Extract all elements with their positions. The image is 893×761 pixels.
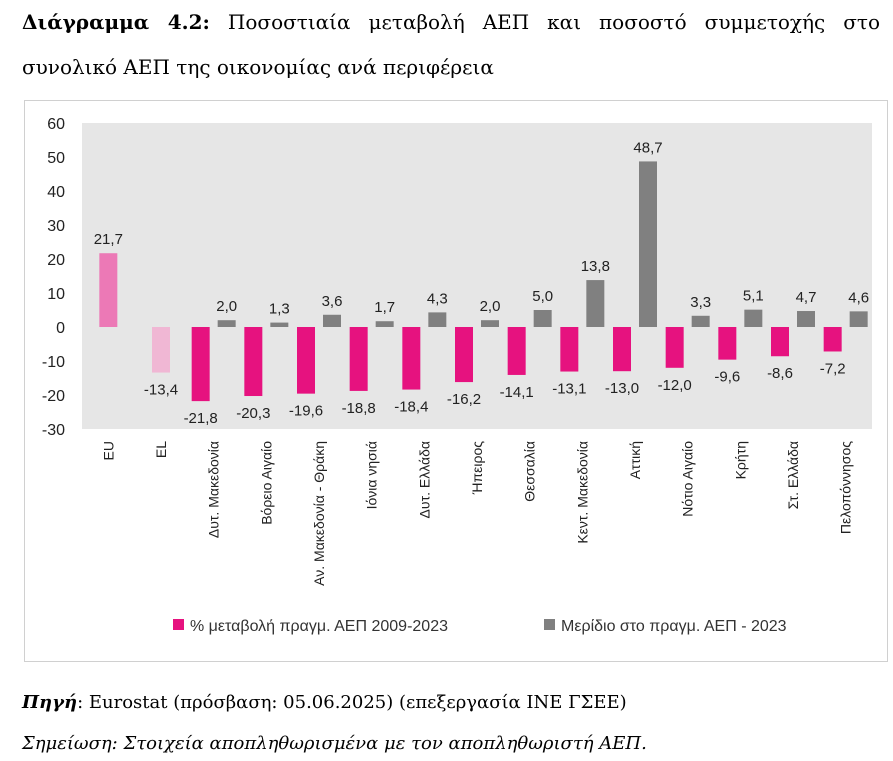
- data-label-gdp-change: -18,8: [342, 400, 376, 417]
- source-line: Πηγή: Eurostat (πρόσβαση: 05.06.2025) (ε…: [22, 692, 627, 713]
- bar-gdp-share: [691, 315, 710, 327]
- chart-frame: 60 50 40 30 20 10 0 -10 -20 -30 21,7 EU -13,4 EL -21,8…: [24, 100, 888, 662]
- legend-swatch-gdp-change: [173, 619, 184, 630]
- x-category-label: Νότιο Αιγαίο: [680, 441, 696, 517]
- source-label: Πηγή: [22, 692, 78, 713]
- data-label-gdp-change: 21,7: [94, 231, 123, 248]
- x-category-label: Αττική: [627, 441, 643, 479]
- x-category-label: Ιόνια νησιά: [364, 441, 380, 509]
- data-label-gdp-change: -9,6: [714, 369, 740, 386]
- bar-gdp-share: [639, 161, 657, 327]
- x-category-label: Δυτ. Ελλάδα: [416, 441, 432, 518]
- data-label-gdp-share: 5,0: [532, 288, 553, 305]
- data-label-gdp-share: 2,0: [480, 298, 501, 315]
- data-label-gdp-change: -8,6: [767, 365, 793, 382]
- data-label-gdp-share: 3,6: [322, 293, 343, 310]
- bar-gdp-change: [455, 327, 473, 383]
- bar-gdp-share: [323, 314, 341, 327]
- data-label-gdp-share: 4,6: [848, 289, 869, 306]
- y-tick-label: 60: [47, 116, 65, 133]
- y-tick-label: -20: [42, 388, 65, 405]
- y-tick-label: 50: [47, 150, 65, 167]
- data-label-gdp-share: 2,0: [216, 298, 237, 315]
- data-label-gdp-share: 1,3: [269, 301, 290, 318]
- data-label-gdp-share: 5,1: [743, 288, 764, 305]
- bar-gdp-change: [507, 327, 526, 375]
- y-tick-label: 20: [47, 252, 65, 269]
- bar-gdp-share: [849, 311, 868, 327]
- bar-gdp-share: [428, 312, 447, 327]
- figure-caption-label: Διάγραμμα 4.2:: [22, 10, 210, 34]
- data-label-gdp-share: 4,7: [796, 289, 817, 306]
- x-category-label: Κρήτη: [732, 441, 748, 479]
- bar-gdp-change: [718, 327, 737, 360]
- x-category-label: Θεσσαλία: [522, 441, 538, 502]
- x-category-label: Δυτ. Μακεδονία: [206, 441, 222, 538]
- data-label-gdp-change: -19,6: [289, 403, 323, 420]
- data-label-gdp-change: -13,4: [144, 382, 178, 399]
- bar-gdp-change: [665, 327, 684, 368]
- bar-gdp-share: [375, 321, 394, 327]
- y-tick-label: 10: [47, 286, 65, 303]
- note-line: Σημείωση: Στοιχεία αποπληθωρισμένα με το…: [22, 733, 647, 754]
- bar-gdp-share: [533, 310, 552, 327]
- legend-label-gdp-change: % μεταβολή πραγμ. ΑΕΠ 2009-2023: [190, 618, 448, 635]
- y-tick-label: 40: [47, 184, 65, 201]
- y-tick-label: -10: [42, 354, 65, 371]
- data-label-gdp-change: -13,0: [605, 380, 639, 397]
- data-label-gdp-change: -16,2: [447, 391, 481, 408]
- data-label-gdp-change: -14,1: [500, 384, 534, 401]
- bar-gdp-change: [191, 327, 210, 402]
- plot-area: [82, 123, 872, 429]
- bar-gdp-change: [823, 327, 842, 352]
- data-label-gdp-change: -20,3: [236, 405, 270, 422]
- bar-gdp-share: [270, 322, 289, 327]
- data-label-gdp-share: 4,3: [427, 290, 448, 307]
- x-category-label: Βόρειο Αιγαίο: [258, 441, 274, 525]
- data-label-gdp-change: -21,8: [184, 410, 218, 427]
- bar-gdp-change: [349, 327, 368, 391]
- x-category-label: EL: [153, 441, 169, 458]
- data-label-gdp-change: -7,2: [820, 360, 846, 377]
- x-category-label: Στ. Ελλάδα: [785, 441, 801, 509]
- x-category-label: Κεντ. Μακεδονία: [574, 441, 590, 544]
- y-tick-label: 30: [47, 218, 65, 235]
- bar-gdp-change: [402, 327, 421, 390]
- legend-label-gdp-share: Μερίδιο στο πραγμ. ΑΕΠ - 2023: [561, 618, 787, 635]
- data-label-gdp-share: 13,8: [581, 258, 610, 275]
- data-label-gdp-change: -13,1: [552, 381, 586, 398]
- bar-gdp-change: [297, 327, 315, 394]
- y-tick-label: -30: [42, 422, 65, 439]
- figure-caption-text: Ποσοστιαία μεταβολή ΑΕΠ και ποσοστό συμμ…: [22, 10, 880, 79]
- legend-swatch-gdp-share: [544, 619, 555, 630]
- data-label-gdp-share: 3,3: [690, 294, 711, 311]
- bar-gdp-change: [244, 327, 263, 397]
- bar-gdp-share: [744, 309, 763, 327]
- x-category-label: EU: [100, 441, 116, 460]
- bar-gdp-change: [771, 327, 789, 357]
- bar-gdp-share: [481, 320, 499, 327]
- figure-caption: Διάγραμμα 4.2: Ποσοστιαία μεταβολή ΑΕΠ κ…: [22, 0, 880, 90]
- data-label-gdp-share: 48,7: [633, 139, 662, 156]
- bar-gdp-change: [613, 327, 631, 372]
- bar-gdp-change: [152, 327, 170, 373]
- data-label-gdp-share: 1,7: [374, 299, 395, 316]
- bar-gdp-share: [217, 320, 236, 327]
- source-text: : Eurostat (πρόσβαση: 05.06.2025) (επεξε…: [77, 692, 627, 713]
- bar-gdp-share: [797, 311, 815, 327]
- data-label-gdp-change: -12,0: [658, 377, 692, 394]
- bar-gdp-share: [586, 280, 605, 327]
- bar-gdp-change: [99, 253, 118, 327]
- x-category-label: Αν. Μακεδονία - Θράκη: [311, 441, 327, 586]
- bar-gdp-change: [560, 327, 579, 372]
- data-label-gdp-change: -18,4: [394, 399, 428, 416]
- y-tick-label: 0: [56, 320, 65, 337]
- x-category-label: Ήπειρος: [469, 441, 485, 495]
- chart-svg: 60 50 40 30 20 10 0 -10 -20 -30 21,7 EU -13,4 EL -21,8…: [42, 116, 872, 635]
- x-category-label: Πελοπόννησος: [838, 441, 854, 534]
